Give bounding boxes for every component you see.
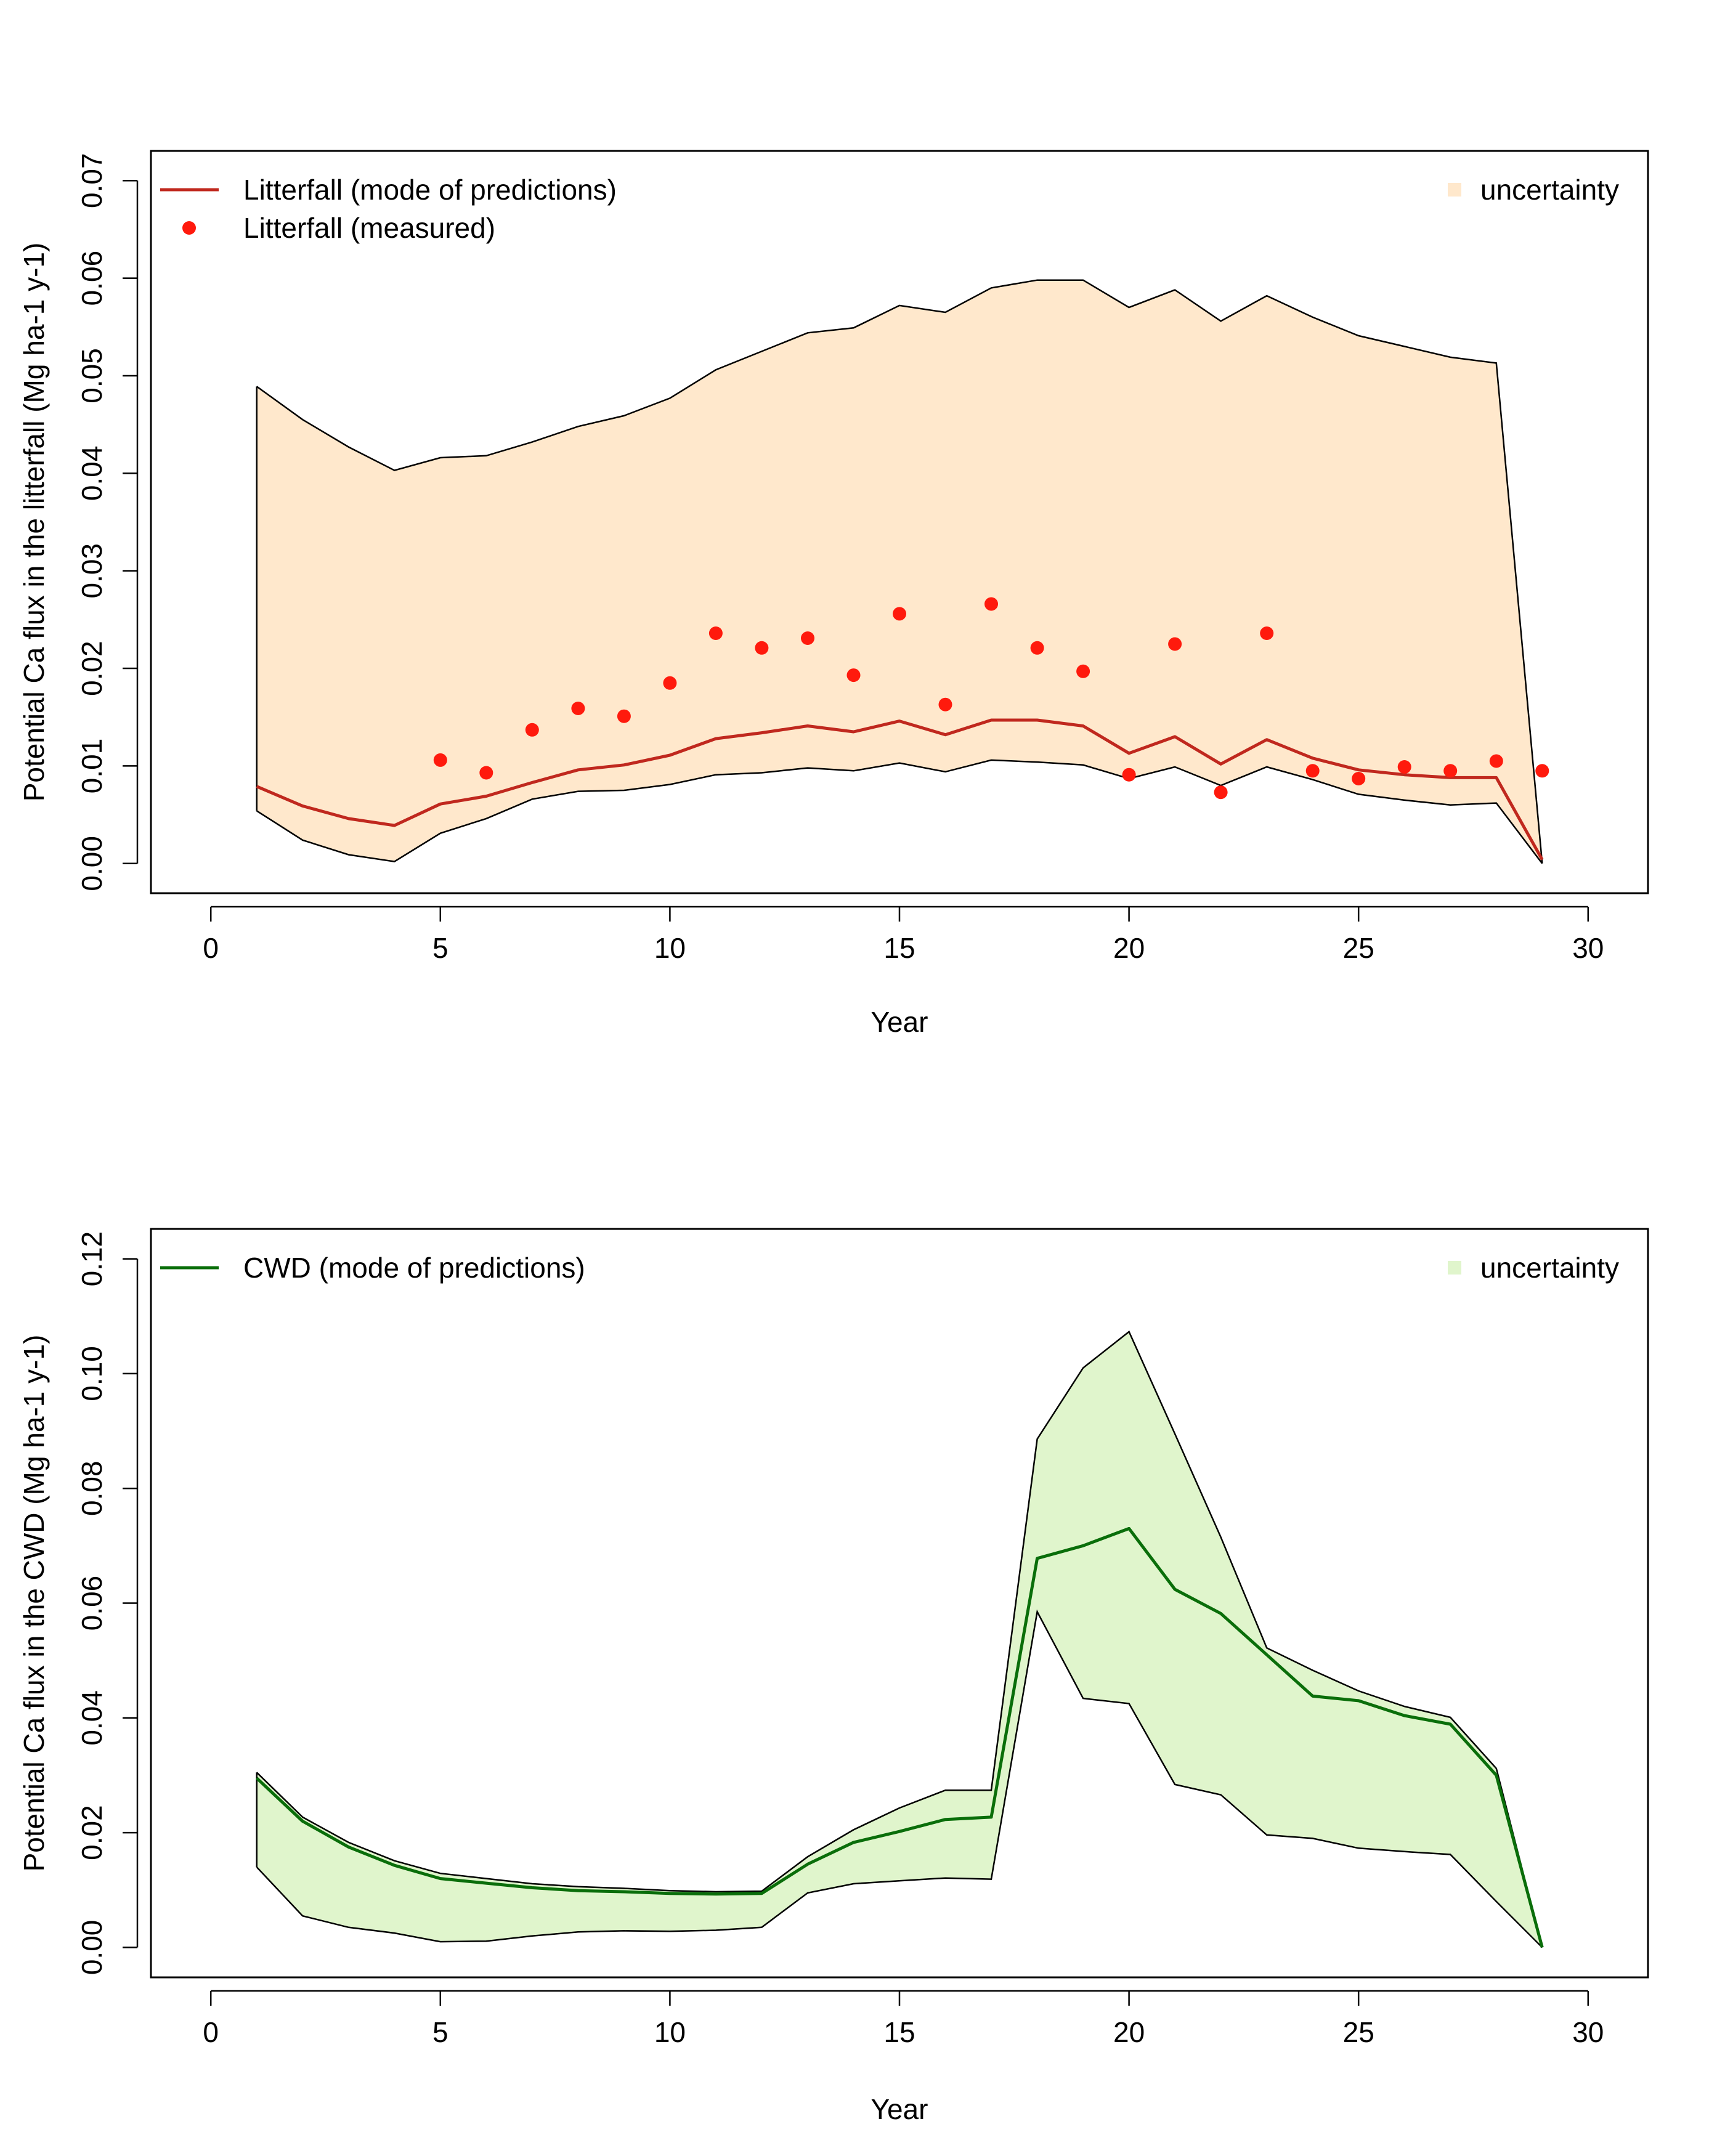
measured-point bbox=[893, 607, 906, 621]
x-tick-label: 15 bbox=[883, 2016, 915, 2048]
x-tick-label: 5 bbox=[432, 2016, 448, 2048]
y-tick-label: 0.01 bbox=[76, 739, 108, 794]
uncertainty-lower-bound bbox=[256, 1609, 1543, 1948]
y-tick-label: 0.02 bbox=[76, 1805, 108, 1860]
measured-point bbox=[571, 702, 585, 715]
y-tick-label: 0.07 bbox=[76, 153, 108, 208]
cwd-mode-line bbox=[255, 1526, 1544, 1948]
cwd-x-axis: 0 5 10 15 20 25 30 bbox=[203, 1990, 1604, 2048]
measured-point bbox=[938, 697, 952, 711]
uncertainty-upper-bound bbox=[256, 279, 1543, 864]
cwd-panel: 0 5 10 15 20 25 30 0.00 0.02 0.04 0.06 0.08 0.10 0.1… bbox=[18, 1228, 1649, 2125]
measured-point bbox=[984, 597, 998, 611]
y-tick-label: 0.08 bbox=[76, 1461, 108, 1516]
y-tick-label: 0.12 bbox=[76, 1231, 108, 1287]
x-tick-label: 20 bbox=[1113, 2016, 1145, 2048]
litterfall-legend: Litterfall (mode of predictions) Litterf… bbox=[160, 174, 1619, 244]
measured-point bbox=[755, 641, 769, 655]
legend-uncertainty-swatch bbox=[1448, 183, 1461, 197]
cwd-x-axis-label: Year bbox=[871, 2093, 928, 2125]
measured-point bbox=[708, 626, 723, 640]
litterfall-x-axis: 0 5 10 15 20 25 30 bbox=[203, 906, 1604, 964]
cwd-y-axis-label: Potential Ca flux in the CWD (Mg ha-1 y-… bbox=[18, 1335, 50, 1872]
measured-point bbox=[846, 668, 861, 683]
cwd-plot-frame bbox=[150, 1228, 1649, 1979]
measured-point bbox=[1260, 626, 1274, 640]
litterfall-y-axis-label: Potential Ca flux in the litterfall (Mg … bbox=[18, 243, 50, 802]
litterfall-panel: 0 5 10 15 20 25 30 0.000.010.020.030.040.050.0… bbox=[18, 150, 1649, 1038]
litterfall-y-axis: 0.00 0.01 0.02 0.03 0.04 0.05 0.06 0.07 bbox=[76, 153, 139, 891]
x-tick-label: 20 bbox=[1113, 932, 1145, 964]
x-tick-label: 0 bbox=[203, 2016, 219, 2048]
legend-point-swatch bbox=[182, 221, 196, 235]
measured-point bbox=[1305, 764, 1320, 778]
y-tick-label: 0.05 bbox=[76, 348, 108, 403]
legend-entry-measured: Litterfall (measured) bbox=[243, 212, 495, 244]
measured-point bbox=[1489, 754, 1503, 768]
measured-point bbox=[525, 723, 539, 737]
x-tick-label: 30 bbox=[1572, 932, 1604, 964]
legend-entry-mode: CWD (mode of predictions) bbox=[243, 1252, 585, 1284]
litterfall-plot-frame bbox=[150, 150, 1649, 894]
measured-point bbox=[1122, 768, 1136, 782]
legend-entry-mode: Litterfall (mode of predictions) bbox=[243, 174, 617, 206]
cwd-y-axis: 0.00 0.02 0.04 0.06 0.08 0.10 0.12 bbox=[76, 1231, 139, 1976]
x-tick-label: 5 bbox=[432, 932, 448, 964]
x-tick-label: 30 bbox=[1572, 2016, 1604, 2048]
uncertainty-area bbox=[256, 280, 1543, 864]
y-tick-label: 0.00 bbox=[76, 836, 108, 891]
measured-point bbox=[433, 753, 447, 767]
y-tick-label: 0.10 bbox=[76, 1346, 108, 1401]
cwd-uncertainty-band bbox=[256, 1330, 1543, 1948]
measured-point bbox=[1352, 772, 1366, 785]
mode-prediction-line bbox=[256, 718, 1544, 861]
measured-point bbox=[801, 631, 814, 645]
mode-prediction-line bbox=[255, 1526, 1544, 1948]
y-tick-label: 0.06 bbox=[76, 1576, 108, 1631]
litterfall-measured-points bbox=[433, 597, 1549, 800]
x-tick-label: 0 bbox=[203, 932, 219, 964]
measured-point bbox=[1214, 785, 1228, 800]
uncertainty-area bbox=[256, 1331, 1543, 1948]
uncertainty-upper-bound bbox=[256, 1330, 1543, 1948]
x-tick-label: 10 bbox=[654, 932, 686, 964]
x-tick-label: 25 bbox=[1343, 932, 1374, 964]
cwd-legend: CWD (mode of predictions) uncertainty bbox=[160, 1252, 1619, 1284]
legend-uncertainty-swatch bbox=[1448, 1261, 1461, 1275]
litterfall-uncertainty-band bbox=[256, 279, 1543, 864]
litterfall-x-axis-label: Year bbox=[871, 1006, 928, 1038]
measured-point bbox=[1030, 641, 1044, 655]
y-tick-label: 0.06 bbox=[76, 251, 108, 306]
uncertainty-lower-bound bbox=[256, 759, 1543, 864]
measured-point bbox=[1397, 760, 1411, 774]
measured-point bbox=[1168, 637, 1182, 651]
x-tick-label: 25 bbox=[1343, 2016, 1374, 2048]
litterfall-mode-line bbox=[256, 718, 1544, 861]
measured-point bbox=[479, 766, 493, 780]
measured-point bbox=[1443, 764, 1458, 778]
y-tick-label: 0.04 bbox=[76, 446, 108, 501]
y-tick-label: 0.00 bbox=[76, 1920, 108, 1976]
measured-point bbox=[617, 709, 631, 723]
y-tick-label: 0.02 bbox=[76, 641, 108, 696]
measured-point bbox=[1076, 664, 1090, 678]
x-tick-label: 15 bbox=[883, 932, 915, 964]
x-tick-label: 10 bbox=[654, 2016, 686, 2048]
y-tick-label: 0.04 bbox=[76, 1690, 108, 1746]
measured-point bbox=[1535, 764, 1549, 778]
y-tick-label: 0.03 bbox=[76, 543, 108, 599]
legend-entry-uncertainty: uncertainty bbox=[1480, 1252, 1619, 1284]
measured-point bbox=[663, 676, 677, 690]
legend-entry-uncertainty: uncertainty bbox=[1480, 174, 1619, 206]
